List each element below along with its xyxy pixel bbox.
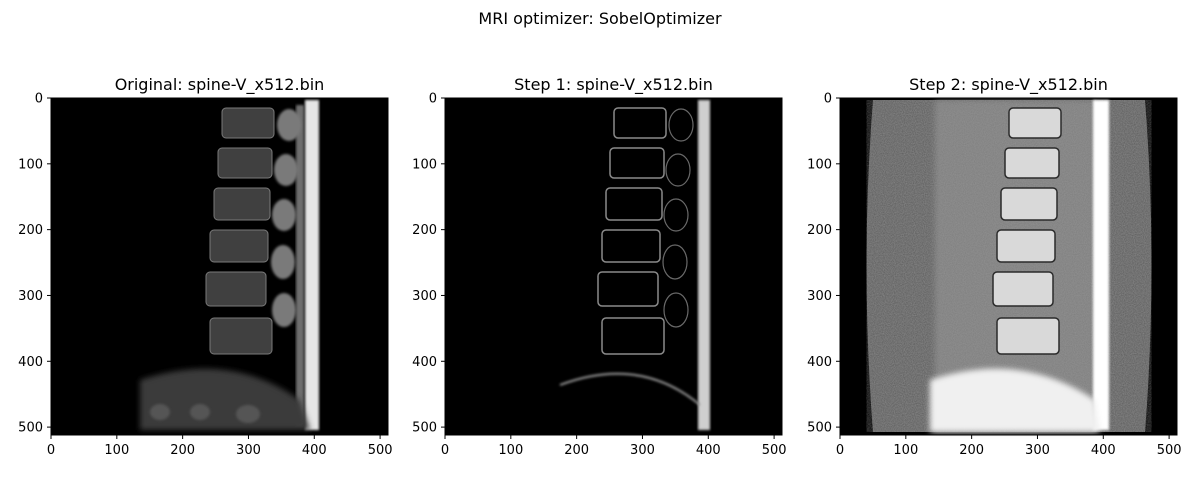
y-tick-label: 500	[18, 421, 43, 436]
panel-title: Original: spine-V_x512.bin	[115, 75, 325, 95]
y-tick-label: 0	[429, 92, 437, 107]
y-tick-label: 500	[412, 421, 437, 436]
panel-title: Step 2: spine-V_x512.bin	[909, 75, 1108, 95]
x-tick-label: 0	[441, 443, 449, 458]
panel-step-1: Step 1: spine-V_x512.bin 0 100 200 3	[412, 75, 786, 458]
y-axis: 0 100 200 300 400 500	[18, 92, 51, 436]
mri-image-step-1	[445, 98, 782, 435]
x-axis: 0 100 200 300 400 500	[47, 435, 393, 458]
y-tick-label: 400	[18, 355, 43, 370]
x-tick-label: 100	[104, 443, 129, 458]
y-tick-label: 200	[807, 223, 832, 238]
x-tick-label: 400	[1091, 443, 1116, 458]
y-tick-label: 200	[412, 223, 437, 238]
x-tick-label: 200	[564, 443, 589, 458]
x-tick-label: 300	[236, 443, 261, 458]
y-tick-label: 0	[824, 92, 832, 107]
mri-image-step-2	[840, 98, 1177, 435]
y-tick-label: 500	[807, 421, 832, 436]
x-tick-label: 0	[836, 443, 844, 458]
x-axis: 0 100 200 300 400 500	[836, 435, 1182, 458]
y-tick-label: 0	[35, 92, 43, 107]
panel-title: Step 1: spine-V_x512.bin	[514, 75, 713, 95]
x-tick-label: 300	[1025, 443, 1050, 458]
x-tick-label: 500	[762, 443, 787, 458]
y-tick-label: 200	[18, 223, 43, 238]
figure-suptitle: MRI optimizer: SobelOptimizer	[478, 9, 722, 28]
y-tick-label: 400	[807, 355, 832, 370]
x-tick-label: 200	[170, 443, 195, 458]
x-tick-label: 200	[959, 443, 984, 458]
y-tick-label: 100	[412, 157, 437, 172]
y-tick-label: 100	[18, 157, 43, 172]
x-tick-label: 100	[498, 443, 523, 458]
x-tick-label: 0	[47, 443, 55, 458]
y-axis: 0 100 200 300 400 500	[412, 92, 445, 436]
y-axis: 0 100 200 300 400 500	[807, 92, 840, 436]
x-tick-label: 300	[630, 443, 655, 458]
panel-step-2: Step 2: spine-V_x512.bin 0 100 200 300 400 50…	[807, 75, 1181, 458]
panel-original: Original: spine-V_x512.bin	[18, 75, 392, 458]
x-tick-label: 400	[696, 443, 721, 458]
x-tick-label: 500	[368, 443, 393, 458]
y-tick-label: 300	[807, 289, 832, 304]
x-axis: 0 100 200 300 400 500	[441, 435, 787, 458]
x-tick-label: 400	[302, 443, 327, 458]
y-tick-label: 400	[412, 355, 437, 370]
x-tick-label: 100	[893, 443, 918, 458]
y-tick-label: 100	[807, 157, 832, 172]
mri-image-original	[51, 98, 388, 435]
x-tick-label: 500	[1157, 443, 1182, 458]
y-tick-label: 300	[412, 289, 437, 304]
y-tick-label: 300	[18, 289, 43, 304]
